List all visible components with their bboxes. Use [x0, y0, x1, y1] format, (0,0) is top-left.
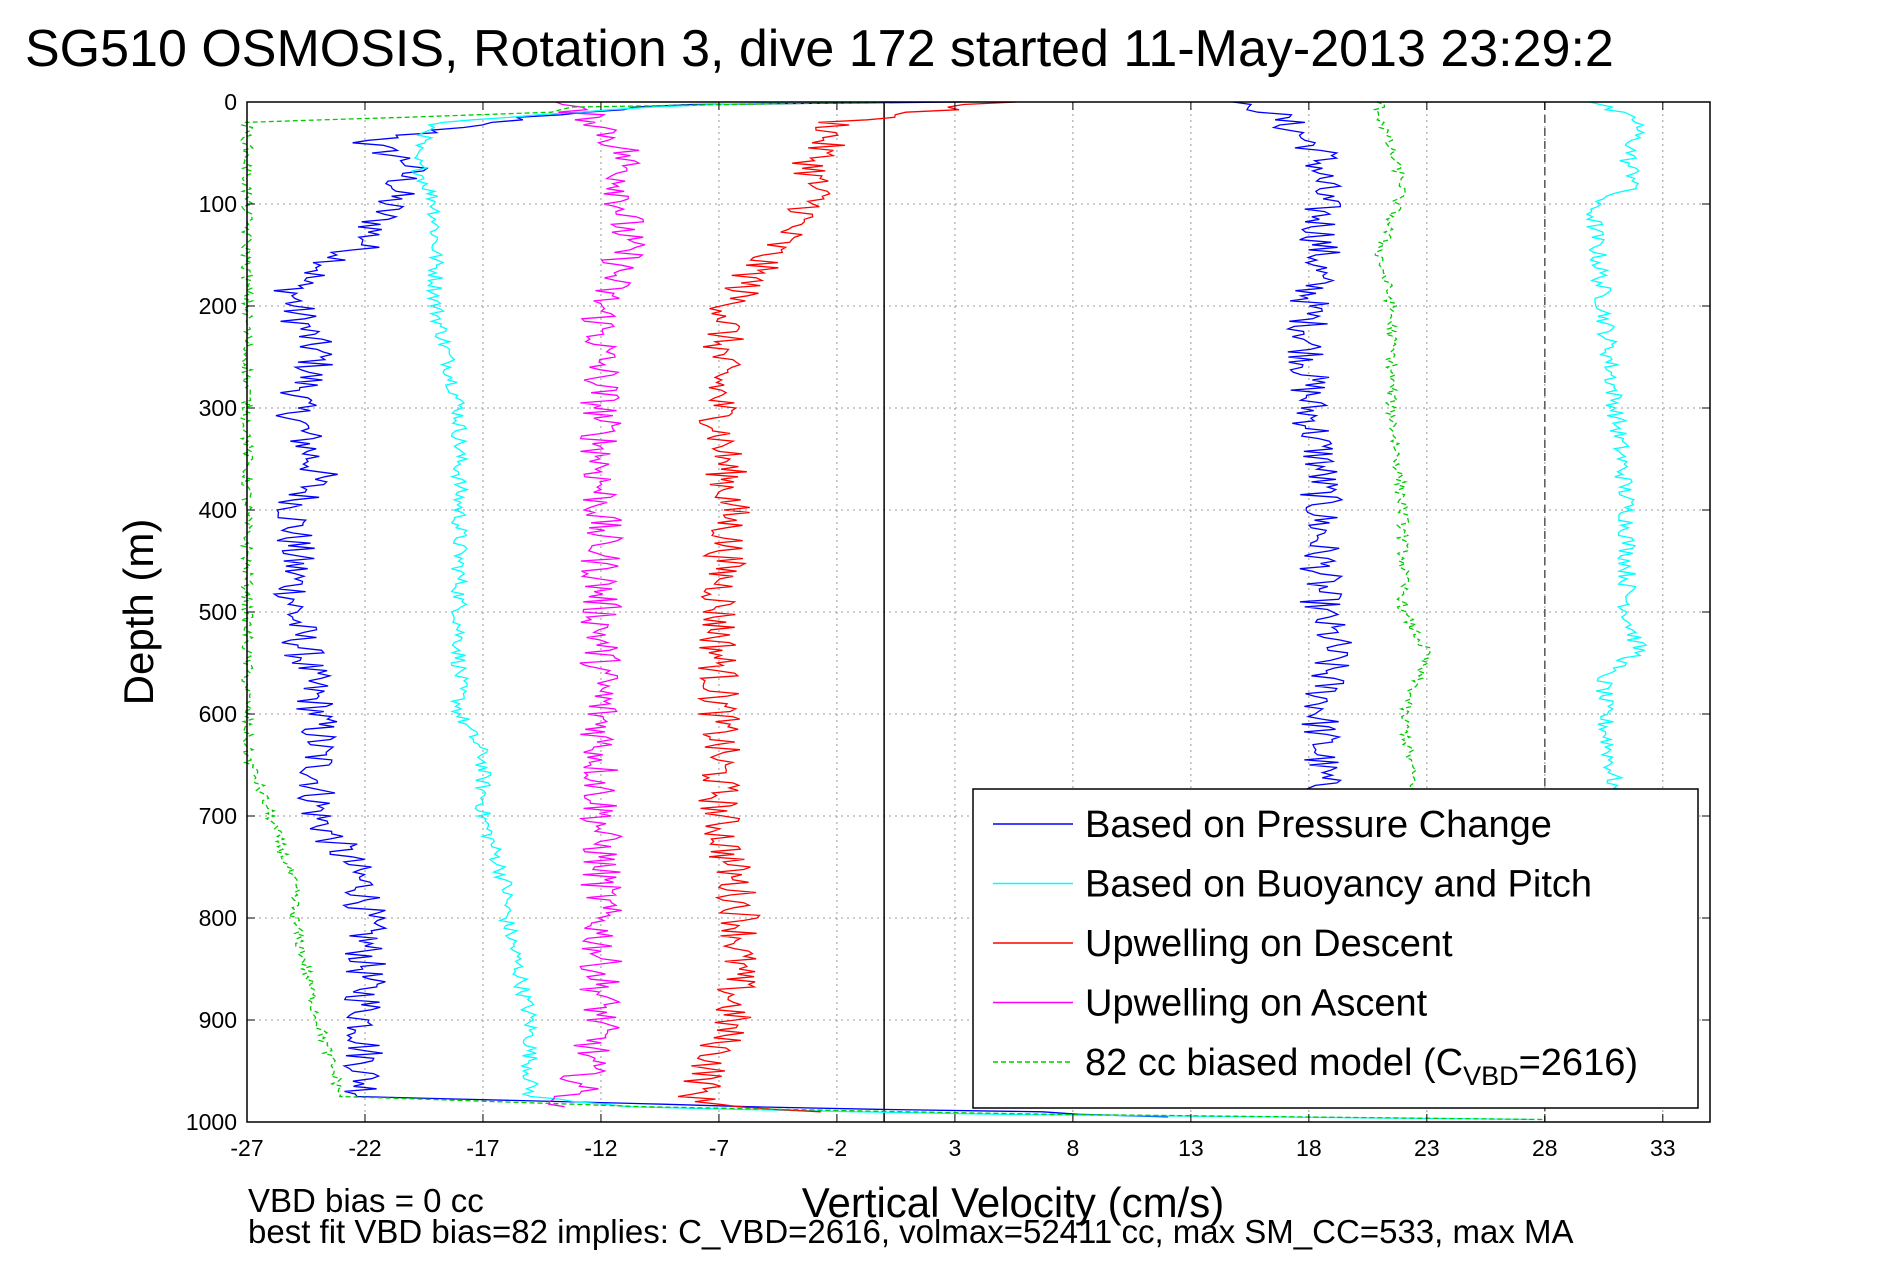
- legend: Based on Pressure Change Based on Buoyanc…: [972, 788, 1699, 1109]
- series-line-buoyancy_asc: [1585, 101, 1648, 797]
- y-tick-label: 600: [199, 701, 237, 727]
- series-line-model_asc: [1372, 101, 1431, 797]
- y-tick-label: 400: [199, 497, 237, 523]
- chart-title: SG510 OSMOSIS, Rotation 3, dive 172 star…: [25, 20, 1614, 78]
- legend-label-buoyancy: Based on Buoyancy and Pitch: [1085, 864, 1592, 906]
- series-line-model: [238, 101, 1543, 1121]
- series-line-upw_asc: [547, 101, 646, 1108]
- footer-best-fit: best fit VBD bias=82 implies: C_VBD=2616…: [248, 1213, 1574, 1250]
- x-tick-label: -12: [584, 1135, 617, 1161]
- footer-vbd-bias: VBD bias = 0 cc: [248, 1182, 484, 1219]
- y-tick-label: 300: [199, 395, 237, 421]
- y-tick-label: 900: [199, 1007, 237, 1033]
- series-line-buoyancy: [411, 101, 1535, 1121]
- legend-label-pressure: Based on Pressure Change: [1085, 804, 1552, 846]
- x-tick-label: 13: [1178, 1135, 1204, 1161]
- x-tick-label: 33: [1650, 1135, 1676, 1161]
- y-tick-label: 1000: [186, 1109, 237, 1135]
- legend-label-upw_asc: Upwelling on Ascent: [1085, 983, 1428, 1025]
- series-line-pressure_asc: [1232, 101, 1352, 797]
- legend-box: [972, 788, 1699, 1109]
- x-axis-label: Vertical Velocity (cm/s): [802, 1179, 1224, 1226]
- x-tick-label: 28: [1532, 1135, 1558, 1161]
- y-tick-label: 100: [199, 191, 237, 217]
- x-tick-label: -7: [709, 1135, 729, 1161]
- y-tick-label: 800: [199, 905, 237, 931]
- y-tick-label: 700: [199, 803, 237, 829]
- x-tick-label: -2: [827, 1135, 847, 1161]
- y-tick-label: 0: [224, 89, 237, 115]
- series-line-pressure: [272, 101, 1169, 1118]
- legend-label-upw_desc: Upwelling on Descent: [1085, 923, 1453, 965]
- series-line-upw_desc: [677, 101, 1017, 1113]
- x-tick-label: -22: [348, 1135, 381, 1161]
- x-tick-label: -17: [466, 1135, 499, 1161]
- x-tick-label: 23: [1414, 1135, 1440, 1161]
- y-tick-label: 500: [199, 599, 237, 625]
- series-layer: [238, 101, 1648, 1121]
- x-tick-label: 8: [1066, 1135, 1079, 1161]
- axis-ticks: -27 -22 -17 -12 -7 -2 3 8 13 18 23 28 33 0 100 200 300 40…: [186, 89, 1710, 1161]
- y-axis-label: Depth (m): [115, 519, 162, 706]
- y-tick-label: 200: [199, 293, 237, 319]
- x-tick-label: 18: [1296, 1135, 1322, 1161]
- x-tick-label: -27: [230, 1135, 263, 1161]
- legend-label-model: 82 cc biased model (CVBD=2616): [1085, 1042, 1638, 1091]
- x-tick-label: 3: [949, 1135, 962, 1161]
